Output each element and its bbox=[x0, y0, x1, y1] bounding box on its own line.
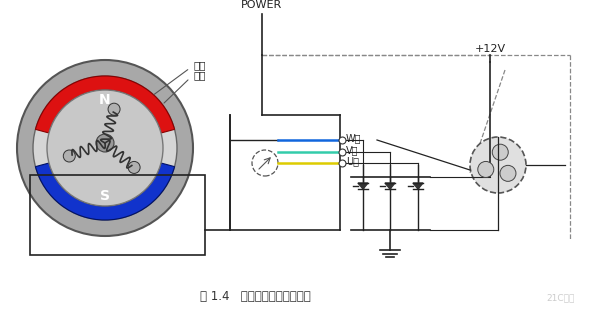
Circle shape bbox=[478, 161, 494, 178]
Text: 定子: 定子 bbox=[193, 70, 205, 80]
Circle shape bbox=[33, 76, 177, 220]
Text: U相: U相 bbox=[346, 156, 359, 166]
Polygon shape bbox=[358, 183, 368, 189]
Circle shape bbox=[96, 134, 114, 152]
Wedge shape bbox=[35, 163, 175, 220]
Text: S: S bbox=[100, 189, 110, 203]
Text: 转子: 转子 bbox=[193, 60, 205, 70]
Text: N: N bbox=[99, 93, 111, 107]
Circle shape bbox=[470, 137, 526, 193]
Wedge shape bbox=[35, 76, 175, 133]
Polygon shape bbox=[385, 183, 395, 189]
Circle shape bbox=[108, 103, 120, 115]
Text: +12V: +12V bbox=[475, 44, 506, 54]
Text: W相: W相 bbox=[346, 133, 361, 143]
Bar bbox=[30, 175, 205, 255]
Circle shape bbox=[492, 144, 508, 160]
Text: 图 1.4   无刷直流电机转动原理: 图 1.4 无刷直流电机转动原理 bbox=[200, 290, 310, 303]
Circle shape bbox=[17, 60, 193, 236]
Circle shape bbox=[128, 161, 140, 173]
Polygon shape bbox=[413, 183, 423, 189]
Text: POWER: POWER bbox=[241, 0, 283, 10]
Circle shape bbox=[500, 165, 516, 181]
Text: 21C拟声: 21C拟声 bbox=[547, 293, 575, 302]
Circle shape bbox=[47, 90, 163, 206]
Circle shape bbox=[63, 150, 75, 162]
Text: V相: V相 bbox=[346, 145, 359, 155]
